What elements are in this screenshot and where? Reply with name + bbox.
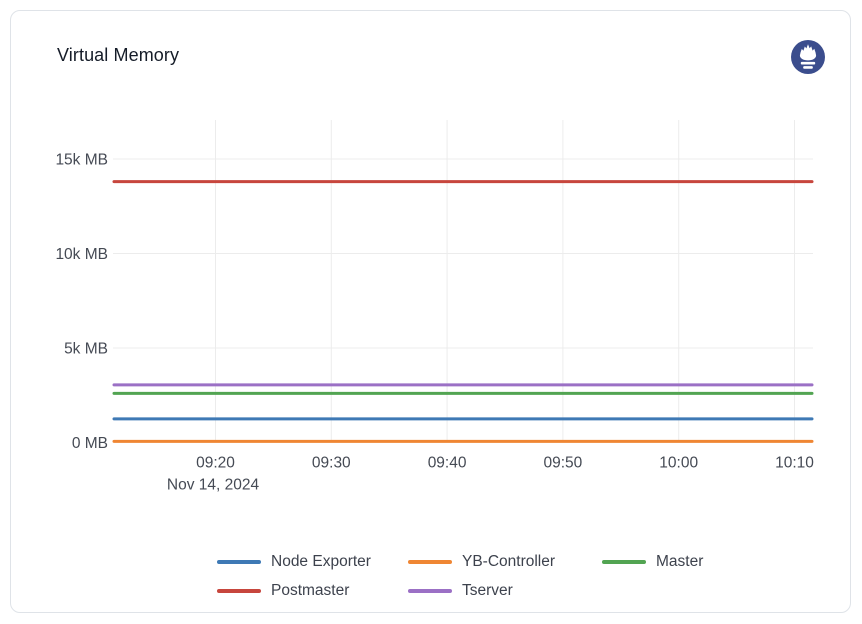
legend-label: Master (656, 553, 704, 570)
chart-legend: Node Exporter YB-Controller Master Postmast… (217, 552, 703, 601)
legend-label: Tserver (462, 582, 513, 599)
panel-title: Virtual Memory (57, 45, 180, 65)
legend-swatch (602, 560, 646, 564)
y-axis-tick-label: 0 MB (72, 435, 108, 452)
legend-swatch (217, 560, 261, 564)
x-axis-tick-label: 09:50 (544, 455, 583, 472)
x-axis-tick-label: 10:00 (659, 455, 698, 472)
legend-label: YB-Controller (462, 553, 556, 570)
legend-item-yb-controller[interactable]: YB-Controller (408, 552, 602, 572)
y-axis-tick-label: 15k MB (55, 152, 108, 169)
x-axis-tick-label: 09:20 (196, 455, 235, 472)
legend-swatch (408, 560, 452, 564)
virtual-memory-panel (10, 10, 851, 613)
legend-item-tserver[interactable]: Tserver (408, 581, 602, 601)
legend-swatch (408, 589, 452, 593)
legend-item-postmaster[interactable]: Postmaster (217, 581, 408, 601)
legend-swatch (217, 589, 261, 593)
y-axis-tick-label: 5k MB (64, 341, 108, 358)
y-axis-tick-label: 10k MB (55, 246, 108, 263)
prometheus-icon[interactable] (790, 39, 826, 75)
x-axis-date-label: Nov 14, 2024 (167, 477, 260, 494)
prometheus-icon-svg (791, 40, 825, 74)
x-axis-tick-label: 09:30 (312, 455, 351, 472)
legend-item-master[interactable]: Master (602, 552, 703, 572)
legend-label: Postmaster (271, 582, 350, 599)
legend-item-node-exporter[interactable]: Node Exporter (217, 552, 408, 572)
x-axis-tick-label: 10:10 (775, 455, 814, 472)
legend-label: Node Exporter (271, 553, 371, 570)
x-axis-tick-label: 09:40 (428, 455, 467, 472)
